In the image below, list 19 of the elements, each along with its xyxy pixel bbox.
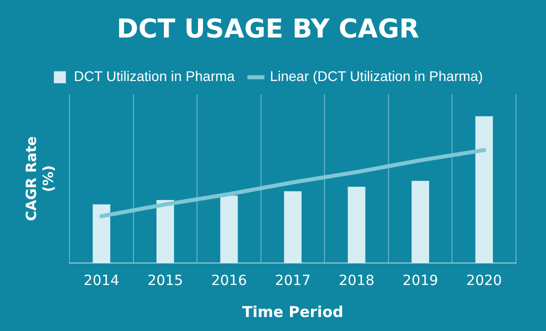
bar (412, 180, 430, 264)
legend-label: Linear (DCT Utilization in Pharma) (270, 68, 483, 84)
x-tick-label: 2015 (147, 273, 184, 290)
bar (348, 186, 366, 264)
bar (92, 204, 110, 264)
bar (156, 200, 174, 264)
chart-title: DCT USAGE BY CAGR (116, 14, 420, 44)
y-axis-title: CAGR Rate (%) (24, 136, 57, 222)
bar (220, 196, 238, 264)
x-tick-label: 2018 (338, 273, 374, 290)
bar (284, 191, 302, 264)
x-tick-label: 2016 (211, 273, 247, 290)
x-tick-label: 2020 (466, 273, 502, 290)
x-tick-label: 2019 (402, 273, 438, 290)
x-tick-label: 2017 (274, 273, 311, 290)
bar (475, 116, 493, 264)
legend-label: DCT Utilization in Pharma (74, 68, 235, 84)
x-axis-title: Time Period (242, 302, 344, 321)
x-tick-label: 2014 (84, 273, 120, 290)
